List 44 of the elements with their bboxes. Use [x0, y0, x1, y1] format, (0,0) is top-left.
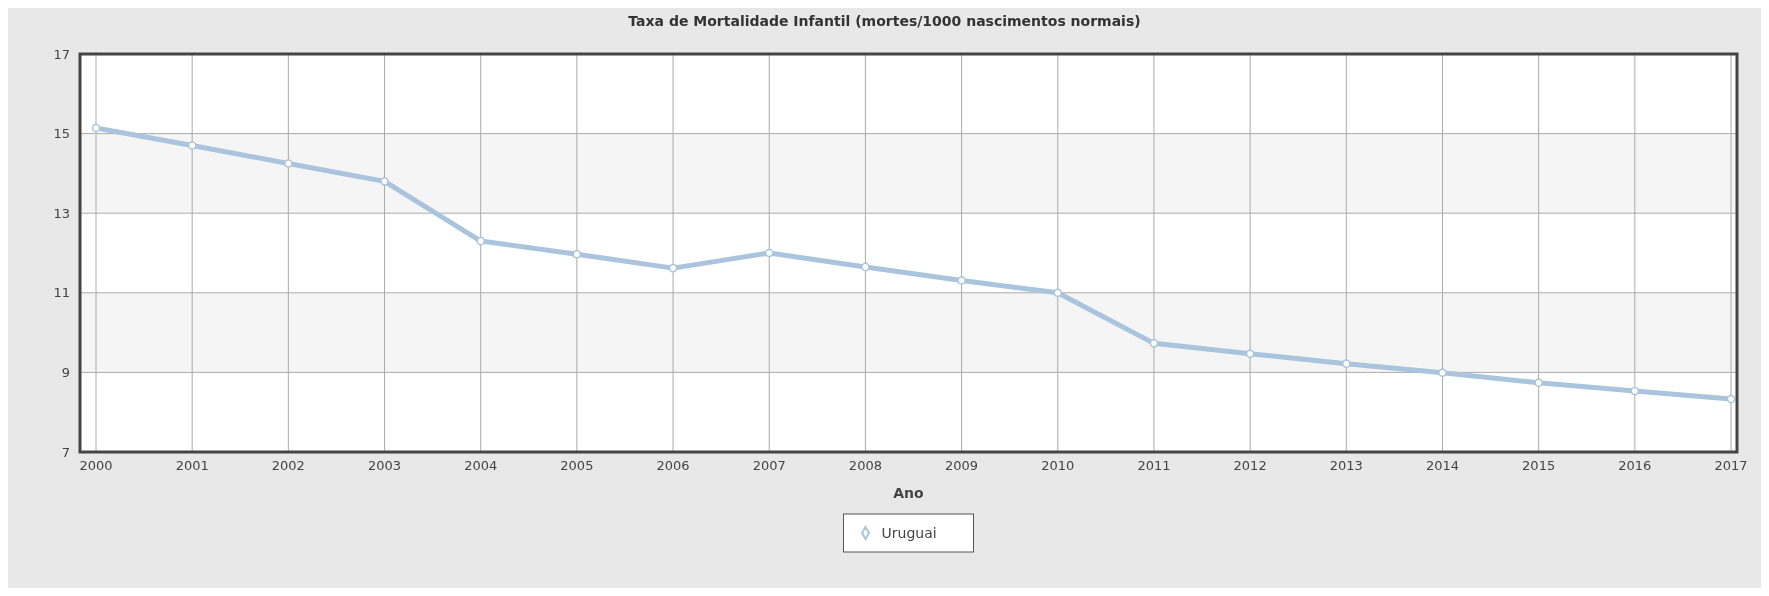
point [91, 123, 101, 133]
point [861, 262, 870, 272]
x-tick-label: 2007 [752, 458, 786, 473]
x-tick-label: 2008 [848, 458, 882, 473]
x-tick-label: 2013 [1329, 458, 1363, 473]
point [764, 248, 774, 258]
x-tick-label: 2016 [1618, 458, 1652, 473]
point [1149, 339, 1159, 348]
point [1630, 386, 1640, 396]
point [284, 159, 293, 168]
point [668, 263, 678, 273]
x-tick-label: 2017 [1714, 458, 1748, 473]
x-tick-label: 2011 [1137, 458, 1171, 473]
y-tick-label: 17 [53, 46, 70, 62]
point [476, 236, 486, 246]
y-tick-label: 15 [53, 126, 70, 142]
x-tick-label: 2014 [1425, 458, 1460, 473]
x-tick-label: 2003 [367, 458, 402, 473]
y-tick-label: 9 [61, 364, 70, 380]
point [187, 141, 197, 150]
x-tick-label: 2006 [656, 458, 690, 473]
x-tick-label: 2000 [79, 458, 113, 473]
x-tick-label: 2012 [1233, 458, 1267, 473]
y-tick-label: 11 [53, 285, 70, 301]
x-tick-label: 2010 [1041, 458, 1075, 473]
y-tick-label: 13 [53, 205, 70, 221]
point [1053, 288, 1063, 298]
point [380, 177, 389, 186]
point [1726, 394, 1736, 404]
point [1534, 378, 1543, 388]
x-tick-label: 2001 [175, 458, 209, 473]
point [957, 276, 966, 285]
x-tick-label: 2004 [464, 458, 498, 473]
chart-title: Taxa de Mortalidade Infantil (mortes/1000 nascimentos normais) [628, 13, 1141, 29]
y-tick-label: 7 [61, 444, 70, 460]
x-tick-label: 2009 [945, 458, 979, 473]
x-tick-label: 2005 [560, 458, 594, 473]
point [572, 249, 582, 259]
legend-label: Uruguai [881, 524, 937, 541]
point [1245, 349, 1255, 358]
x-tick-label: 2015 [1522, 458, 1556, 473]
x-tick-label: 2002 [271, 458, 305, 473]
point [1438, 368, 1447, 378]
x-axis-title: Ano [893, 485, 925, 501]
